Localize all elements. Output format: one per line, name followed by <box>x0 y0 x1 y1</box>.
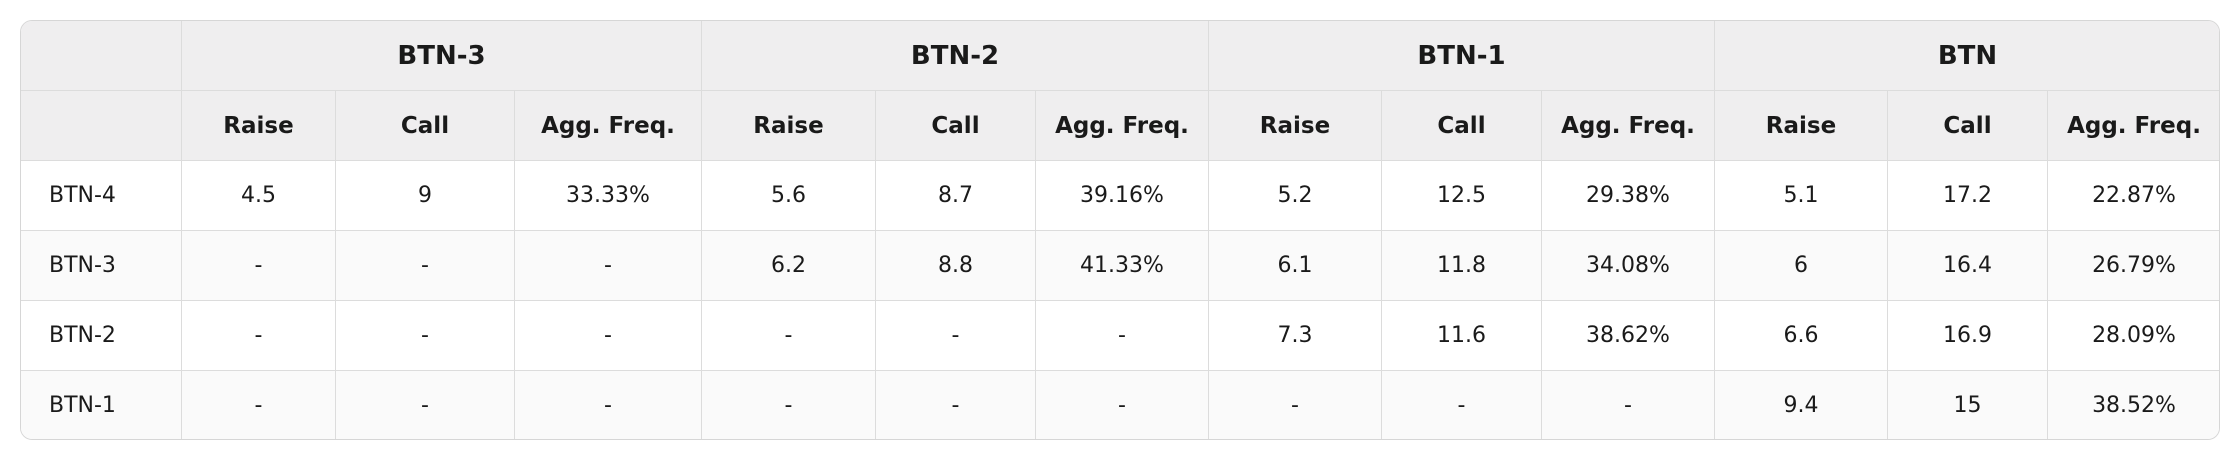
table-row: BTN-2- - - - - -7.3 11.6 38.62% 6.6 16.9 28.09% <box>21 300 2219 371</box>
table-cell: 5.6 <box>701 160 876 231</box>
table-cell: 16.9 <box>1887 300 2048 371</box>
table-cell: - <box>1381 370 1542 439</box>
table-cell: - <box>181 300 336 371</box>
table-cell: 11.6 <box>1381 300 1542 371</box>
table-cell: - <box>875 300 1036 371</box>
group-header-row: BTN-3 BTN-2 BTN-1 BTN <box>21 21 2219 91</box>
table-cell: 33.33% <box>514 160 702 231</box>
table-row: BTN-3- - -6.2 8.8 41.33% 6.1 11.8 34.08% 6 16.4 26… <box>21 230 2219 301</box>
table-row: BTN-4 4.5 9 33.33% 5.6 8.7 39.16% 5.2 12.5 29.38%… <box>21 160 2219 231</box>
row-label: BTN-4 <box>21 160 182 231</box>
table-cell: 12.5 <box>1381 160 1542 231</box>
column-header: Agg. Freq. <box>2046 90 2219 161</box>
table-cell: 34.08% <box>1541 230 1715 301</box>
sub-header-row: Raise Call Agg. Freq. Raise Call Agg. Freq. Ra… <box>21 90 2219 161</box>
table-cell: - <box>514 300 702 371</box>
table-cell: 6.1 <box>1208 230 1382 301</box>
column-header: Raise <box>1208 90 1382 161</box>
table-cell: - <box>1208 370 1382 439</box>
table-cell: 41.33% <box>1035 230 1209 301</box>
column-header: Agg. Freq. <box>1035 90 1209 161</box>
table-cell: 26.79% <box>2046 230 2219 301</box>
table-cell: 22.87% <box>2046 160 2219 231</box>
table-cell: - <box>335 370 515 439</box>
table-cell: 11.8 <box>1381 230 1542 301</box>
table-cell: 5.2 <box>1208 160 1382 231</box>
table-row: BTN-1- - - - - - - - -9.4 15 38.52% <box>21 370 2219 439</box>
table-cell: - <box>1035 370 1209 439</box>
table-cell: 5.1 <box>1714 160 1888 231</box>
column-header: Call <box>335 90 515 161</box>
table-cell: - <box>335 300 515 371</box>
table-cell: - <box>701 370 876 439</box>
table-cell: - <box>514 230 702 301</box>
table-cell: 6.6 <box>1714 300 1888 371</box>
table-cell: 16.4 <box>1887 230 2048 301</box>
row-label: BTN-1 <box>21 370 182 439</box>
table-cell: 17.2 <box>1887 160 2048 231</box>
table-cell: - <box>514 370 702 439</box>
group-header: BTN <box>1713 21 2219 91</box>
table-cell: 38.52% <box>2046 370 2219 439</box>
table-cell: 6.2 <box>701 230 876 301</box>
data-table: BTN-3 BTN-2 BTN-1 BTN Raise Call Agg. Freq. Ra… <box>21 21 2219 439</box>
corner-cell <box>21 21 182 91</box>
table-cell: 6 <box>1714 230 1888 301</box>
group-header: BTN-3 <box>181 21 702 91</box>
column-header: Agg. Freq. <box>1541 90 1715 161</box>
row-label: BTN-2 <box>21 300 182 371</box>
table-cell: - <box>335 230 515 301</box>
table-body: BTN-4 4.5 9 33.33% 5.6 8.7 39.16% 5.2 12.5 29.38%… <box>21 160 2219 439</box>
column-header: Agg. Freq. <box>514 90 702 161</box>
column-header: Call <box>1381 90 1542 161</box>
column-header: Call <box>1887 90 2048 161</box>
table-cell: 38.62% <box>1541 300 1715 371</box>
table-cell: 8.7 <box>875 160 1036 231</box>
column-header: Raise <box>181 90 336 161</box>
table-cell: - <box>1541 370 1715 439</box>
column-header: Call <box>875 90 1036 161</box>
table-cell: 9 <box>335 160 515 231</box>
table-cell: 7.3 <box>1208 300 1382 371</box>
table-cell: 15 <box>1887 370 2048 439</box>
table-cell: - <box>1035 300 1209 371</box>
column-header: Raise <box>701 90 876 161</box>
table-cell: 39.16% <box>1035 160 1209 231</box>
group-header: BTN-2 <box>701 21 1209 91</box>
table-cell: 9.4 <box>1714 370 1888 439</box>
table-cell: - <box>701 300 876 371</box>
table-cell: 4.5 <box>181 160 336 231</box>
table-cell: 8.8 <box>875 230 1036 301</box>
corner-cell <box>21 90 182 161</box>
table-cell: 28.09% <box>2046 300 2219 371</box>
table-container: BTN-3 BTN-2 BTN-1 BTN Raise Call Agg. Freq. Ra… <box>20 20 2220 440</box>
group-header: BTN-1 <box>1208 21 1715 91</box>
row-label: BTN-3 <box>21 230 182 301</box>
table-cell: - <box>181 370 336 439</box>
column-header: Raise <box>1714 90 1888 161</box>
table-cell: - <box>181 230 336 301</box>
table-cell: 29.38% <box>1541 160 1715 231</box>
table-cell: - <box>875 370 1036 439</box>
